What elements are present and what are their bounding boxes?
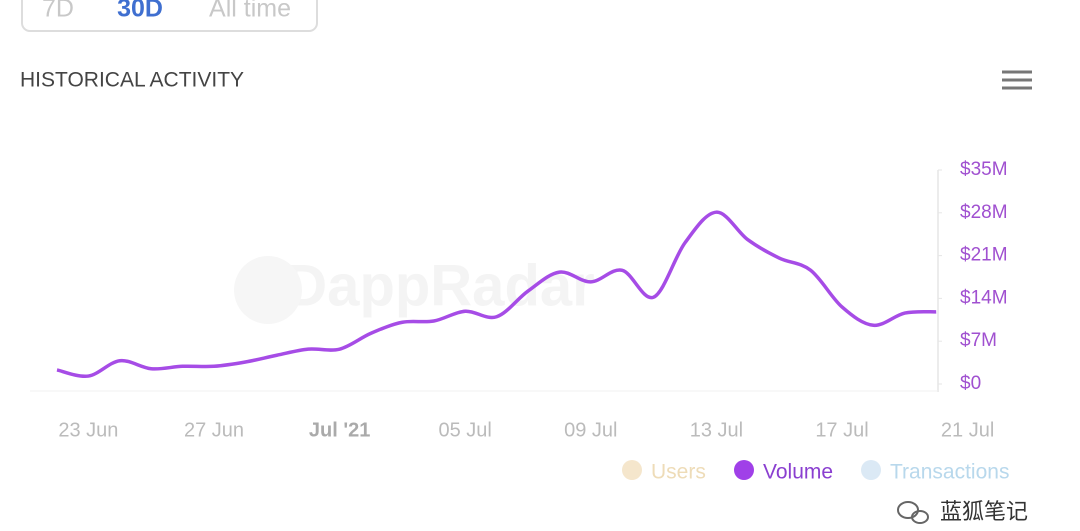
footer-source: 蓝狐笔记 [940, 499, 1028, 524]
x-tick-label: Jul '21 [309, 419, 370, 441]
x-tick-label: 13 Jul [690, 419, 743, 441]
x-tick-label: 17 Jul [815, 419, 868, 441]
legend-label[interactable]: Users [651, 461, 706, 484]
y-tick-label: $14M [960, 287, 1008, 308]
y-tick-label: $7M [960, 330, 997, 351]
tab[interactable]: All time [209, 0, 291, 23]
x-tick-label: 05 Jul [439, 419, 492, 441]
tabs: 7D 30D All time [42, 0, 291, 23]
watermark-logo [234, 256, 302, 324]
chart-title: HISTORICAL ACTIVITY [20, 69, 244, 92]
legend-label[interactable]: Transactions [890, 461, 1009, 484]
volume-line [56, 210, 937, 379]
y-tick-label: $35M [960, 159, 1008, 180]
legend-marker[interactable] [622, 460, 642, 480]
x-tick-label: 27 Jun [184, 419, 244, 441]
y-tick-label: $21M [960, 245, 1008, 266]
tab[interactable]: 7D [42, 0, 74, 23]
x-tick-label: 09 Jul [564, 419, 617, 441]
x-tick-label: 23 Jun [58, 419, 118, 441]
legend-label[interactable]: Volume [763, 461, 833, 484]
tab[interactable]: 30D [117, 0, 163, 23]
y-tick-label: $0 [960, 373, 981, 394]
footer-logo [897, 501, 929, 524]
watermark: DappRadar [285, 253, 594, 318]
legend-marker[interactable] [861, 460, 881, 480]
menu-icon[interactable] [1002, 70, 1032, 90]
tab-group [21, 0, 318, 32]
y-tick-label: $28M [960, 202, 1008, 223]
legend-marker[interactable] [734, 460, 754, 480]
x-tick-label: 21 Jul [941, 419, 994, 441]
